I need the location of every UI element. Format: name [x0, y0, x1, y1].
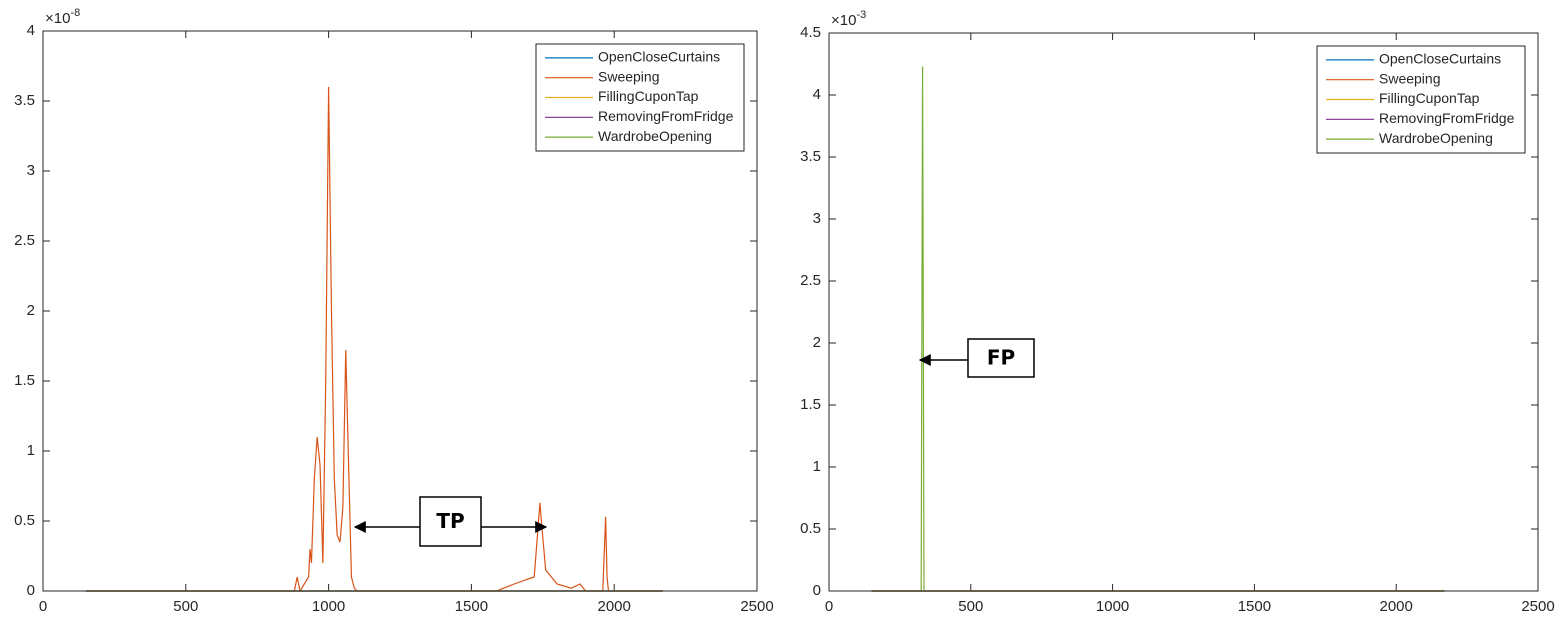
x-tick-label: 1000: [312, 598, 345, 615]
x-tick-label: 500: [958, 598, 983, 615]
x-tick-label: 2000: [598, 598, 631, 615]
y-tick-label: 3: [27, 162, 35, 179]
y-tick-label: 1: [27, 442, 35, 459]
legend-label: Sweeping: [598, 68, 660, 84]
multiplier-base: ×10: [45, 10, 70, 27]
legend-label: FillingCuponTap: [1379, 90, 1480, 106]
y-tick-label: 4.5: [800, 24, 821, 41]
x-tick-label: 500: [173, 598, 198, 615]
annotation-label: FP: [987, 346, 1015, 370]
annotation-box: [967, 338, 1035, 378]
axes-box: [42, 30, 758, 592]
y-tick-label: 2: [813, 334, 821, 351]
y-tick-label: 4: [27, 22, 35, 39]
y-tick-label: 4: [813, 86, 821, 103]
y-multiplier: ×10-8: [45, 7, 80, 27]
series-line: [85, 86, 663, 593]
y-tick-label: 1.5: [14, 372, 35, 389]
y-tick-label: 1.5: [800, 396, 821, 413]
x-tick-label: 0: [39, 598, 47, 615]
legend-label: Sweeping: [1379, 70, 1441, 86]
annotation-label: TP: [436, 509, 464, 533]
x-tick-label: 1500: [455, 598, 488, 615]
multiplier-exp: -3: [856, 9, 866, 21]
y-tick-label: 2: [27, 302, 35, 319]
y-tick-label: 3: [813, 210, 821, 227]
multiplier-base: ×10: [831, 12, 856, 29]
y-tick-label: 0.5: [800, 520, 821, 537]
y-tick-label: 2.5: [800, 272, 821, 289]
y-tick-label: 0: [813, 582, 821, 599]
x-tick-label: 2500: [1521, 598, 1554, 615]
multiplier-exp: -8: [70, 7, 80, 19]
x-tick-label: 2500: [740, 598, 773, 615]
axes-box: [828, 32, 1539, 592]
y-multiplier: ×10-3: [831, 9, 866, 29]
y-tick-label: 1: [813, 458, 821, 475]
legend-label: WardrobeOpening: [598, 128, 712, 144]
x-tick-label: 2000: [1380, 598, 1413, 615]
legend-label: FillingCuponTap: [598, 88, 699, 104]
legend-label: RemovingFromFridge: [598, 108, 734, 124]
legend-label: OpenCloseCurtains: [598, 49, 720, 65]
annotation-box: [419, 496, 482, 547]
y-tick-label: 0.5: [14, 512, 35, 529]
x-tick-label: 0: [825, 598, 833, 615]
y-tick-label: 2.5: [14, 232, 35, 249]
y-tick-label: 0: [27, 582, 35, 599]
y-tick-label: 3.5: [800, 148, 821, 165]
legend-label: OpenCloseCurtains: [1379, 51, 1501, 67]
legend-label: WardrobeOpening: [1379, 130, 1493, 146]
legend-label: RemovingFromFridge: [1379, 110, 1515, 126]
x-tick-label: 1500: [1238, 598, 1271, 615]
y-tick-label: 3.5: [14, 92, 35, 109]
x-tick-label: 1000: [1096, 598, 1129, 615]
